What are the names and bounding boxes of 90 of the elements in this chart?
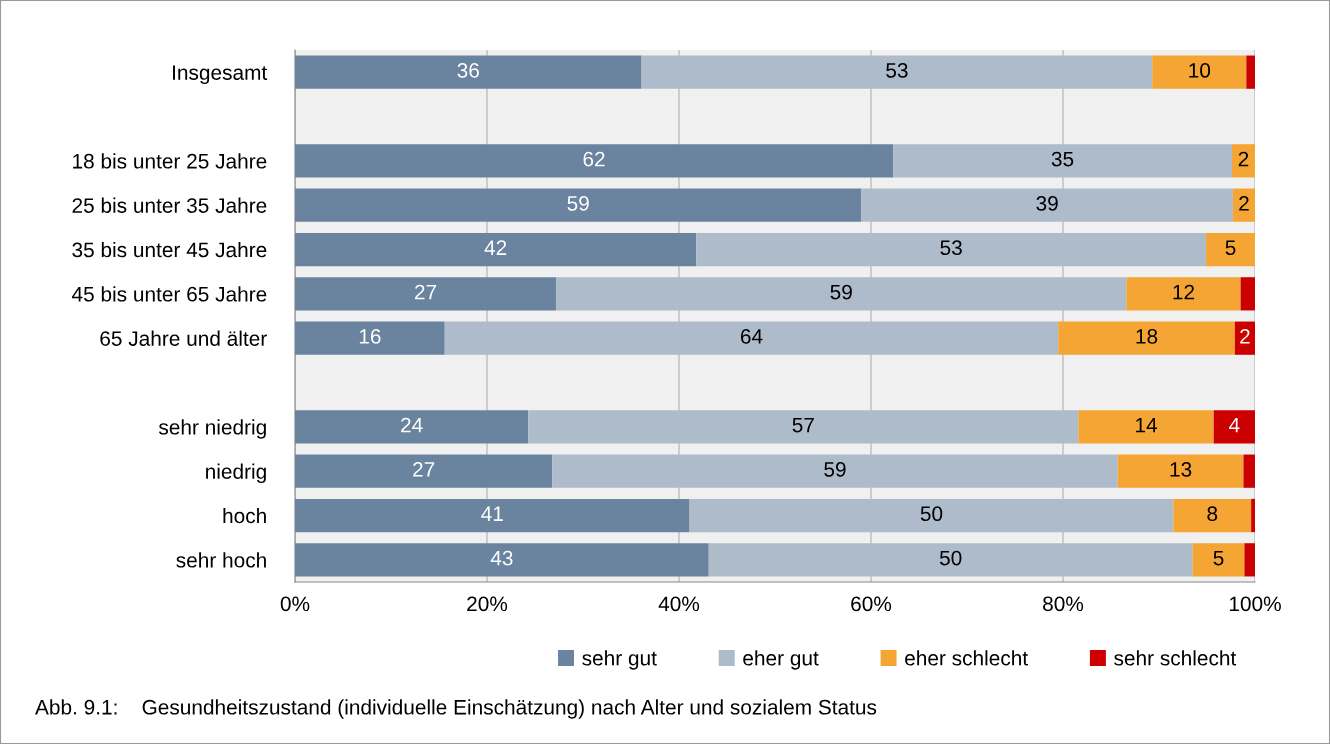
data-label: 14	[1136, 417, 1158, 433]
data-label: 36	[457, 63, 479, 78]
bar	[1192, 543, 1245, 577]
y-tick-label: niedrig	[206, 463, 266, 484]
x-tick-label: 20%	[467, 596, 508, 612]
data-label: 59	[824, 462, 846, 477]
bar	[295, 410, 529, 444]
data-label: 50	[920, 506, 943, 522]
data-label: 59	[567, 196, 589, 211]
data-label: 41	[481, 506, 503, 521]
bar	[1126, 277, 1241, 311]
data-label: 53	[940, 240, 962, 256]
bar	[1117, 454, 1244, 488]
bar	[295, 188, 862, 222]
y-tick-label: 65 Jahre und älter	[100, 330, 267, 346]
data-label: 2	[1239, 196, 1249, 211]
data-label: 10	[1189, 63, 1211, 78]
data-label: 64	[740, 329, 763, 344]
bar	[1251, 498, 1255, 533]
y-tick-label: 25 bis unter 35 Jahre	[72, 197, 267, 213]
bar	[708, 543, 1193, 577]
y-tick-label: hoch	[223, 507, 266, 524]
data-label: 12	[1173, 284, 1195, 300]
bar	[861, 188, 1233, 222]
caption: Abb. 9.1: Gesundheitszustand (individuelle Einschätzung) nach Alter und sozialem Status	[35, 699, 877, 719]
bar	[1173, 498, 1252, 533]
bar	[1152, 55, 1247, 89]
bar	[641, 55, 1153, 89]
bar	[1240, 277, 1255, 311]
bar	[893, 144, 1232, 178]
data-label: 50	[939, 550, 962, 566]
data-label: 5	[1213, 550, 1224, 566]
data-label: 5	[1225, 240, 1236, 256]
bar	[552, 454, 1118, 488]
bar	[295, 55, 642, 89]
x-tick-label: 0%	[280, 596, 310, 612]
bar	[528, 410, 1079, 444]
data-label: 62	[583, 151, 605, 167]
data-label: 43	[490, 550, 513, 566]
data-label: 8	[1207, 506, 1218, 522]
bar	[1058, 321, 1235, 355]
legend-label: eher schlecht	[905, 650, 1028, 666]
data-label: 27	[413, 462, 435, 477]
x-tick-label: 40%	[658, 596, 700, 612]
y-tick-label: 35 bis unter 45 Jahre	[72, 241, 267, 258]
bar	[1231, 144, 1255, 178]
bar	[295, 498, 690, 533]
legend-label: sehr gut	[582, 650, 657, 670]
data-label: 53	[886, 63, 908, 78]
bar	[1213, 410, 1255, 444]
data-label: 57	[792, 417, 814, 433]
bar	[1078, 410, 1214, 444]
bar	[295, 144, 894, 178]
data-label: 42	[484, 240, 507, 255]
data-label: 2	[1238, 151, 1249, 167]
y-tick-label: Insgesamt	[173, 65, 268, 85]
bar	[295, 454, 553, 488]
data-label: 2	[1240, 329, 1250, 344]
data-label: 59	[830, 284, 852, 300]
y-tick-label: 45 bis unter 65 Jahre	[71, 286, 267, 302]
x-tick-label: 80%	[1043, 596, 1084, 612]
bar	[295, 232, 697, 267]
bar	[696, 232, 1207, 267]
bar	[444, 321, 1059, 355]
x-tick-label: 100%	[1229, 596, 1281, 612]
bar	[1244, 543, 1255, 577]
data-label: 27	[415, 284, 437, 300]
data-label: 35	[1051, 151, 1074, 167]
y-tick-label: sehr hoch	[176, 552, 266, 568]
data-label: 39	[1036, 196, 1058, 211]
data-label: 18	[1136, 329, 1158, 344]
bar	[1234, 321, 1255, 355]
x-tick-label: 60%	[851, 596, 892, 612]
legend-label: sehr schlecht	[1114, 650, 1237, 666]
data-label: 24	[401, 417, 423, 433]
bar	[295, 277, 557, 311]
bar	[1243, 454, 1255, 488]
data-label: 4	[1229, 417, 1240, 433]
data-label: 16	[359, 329, 381, 344]
bar	[1232, 188, 1255, 222]
data-label: 13	[1170, 462, 1192, 477]
bar	[1206, 232, 1255, 267]
y-tick-label: 18 bis unter 25 Jahre	[73, 153, 267, 169]
y-tick-label: sehr niedrig	[158, 419, 266, 439]
bar	[295, 321, 445, 355]
legend-label: eher gut	[743, 650, 819, 670]
bar	[556, 277, 1127, 311]
bar	[295, 543, 709, 577]
bar	[1246, 55, 1255, 89]
bar	[689, 498, 1174, 533]
